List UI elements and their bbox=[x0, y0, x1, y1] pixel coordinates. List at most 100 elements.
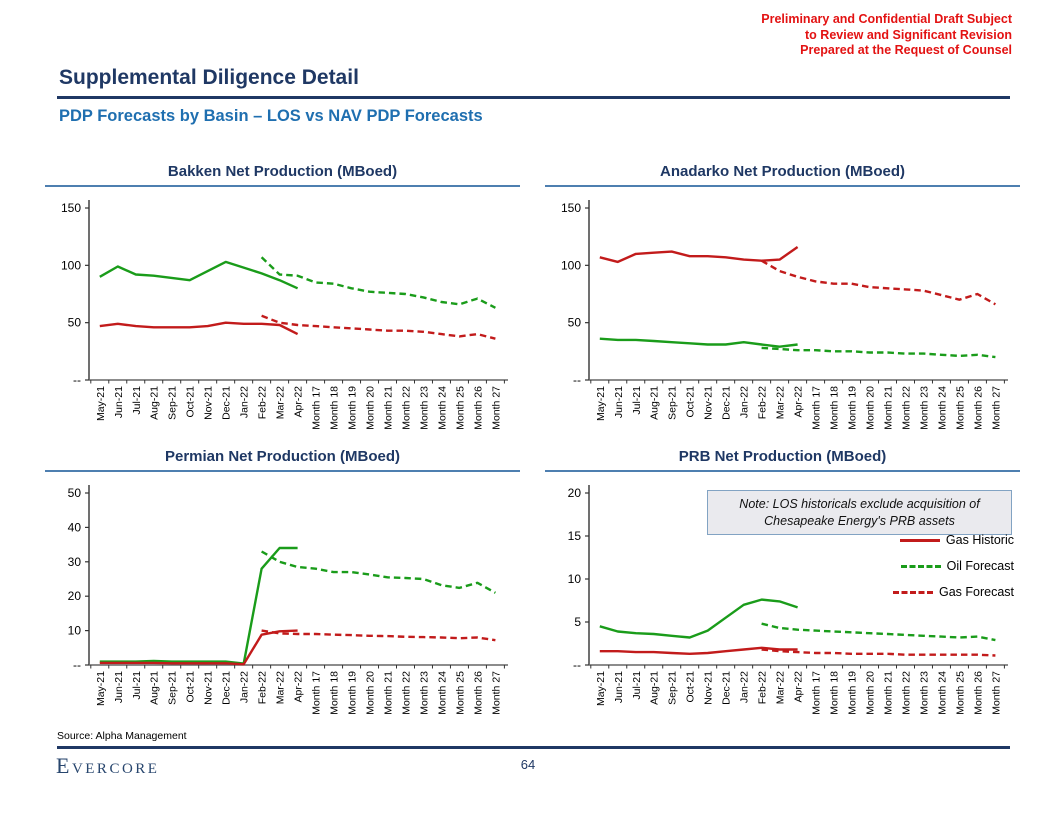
svg-text:Jun-21: Jun-21 bbox=[113, 386, 125, 418]
svg-text:Month 17: Month 17 bbox=[811, 671, 823, 715]
legend-label-gas-historic: Gas Historic bbox=[945, 533, 1014, 547]
svg-text:Month 22: Month 22 bbox=[900, 671, 912, 715]
svg-text:Feb-22: Feb-22 bbox=[757, 386, 769, 419]
svg-text:Month 22: Month 22 bbox=[900, 386, 912, 430]
chart-anadarko: Anadarko Net Production (MBoed) 150 100 50… bbox=[545, 158, 1020, 440]
svg-text:Month 18: Month 18 bbox=[829, 671, 841, 715]
chart-legend: Gas Historic Oil Forecast Gas Forecast bbox=[892, 533, 1014, 611]
gas-historic-line-sample bbox=[899, 538, 940, 542]
svg-text:Sep-21: Sep-21 bbox=[167, 386, 179, 420]
svg-text:Sep-21: Sep-21 bbox=[667, 671, 679, 705]
chart-canvas-bakken: 150 100 50 -- May-21 Jun-21 Jul-21 Aug-21 Sep-21… bbox=[61, 200, 508, 430]
svg-text:Month 22: Month 22 bbox=[400, 671, 412, 715]
svg-text:May-21: May-21 bbox=[595, 386, 607, 421]
svg-text:Month 21: Month 21 bbox=[383, 386, 395, 430]
legend-item-gas-forecast: Gas Forecast bbox=[892, 585, 1014, 599]
legend-item-oil-forecast: Oil Forecast bbox=[893, 559, 1014, 573]
svg-text:Month 17: Month 17 bbox=[311, 386, 323, 430]
page-title: Supplemental Diligence Detail bbox=[59, 66, 359, 89]
svg-text:Month 27: Month 27 bbox=[490, 386, 502, 430]
svg-text:Month 23: Month 23 bbox=[418, 386, 430, 430]
svg-text:10: 10 bbox=[568, 572, 582, 586]
svg-text:Jul-21: Jul-21 bbox=[131, 386, 143, 415]
svg-text:Oct-21: Oct-21 bbox=[185, 671, 197, 703]
svg-text:Jun-21: Jun-21 bbox=[113, 671, 125, 703]
svg-text:Jun-21: Jun-21 bbox=[613, 671, 625, 703]
chart-canvas-anadarko: 150 100 50 -- May-21 Jun-21 Jul-21 Aug-21 Sep-21… bbox=[561, 200, 1008, 430]
svg-text:Nov-21: Nov-21 bbox=[703, 386, 715, 420]
chart-title-prb: PRB Net Production (MBoed) bbox=[545, 448, 1020, 472]
svg-text:5: 5 bbox=[574, 615, 581, 629]
svg-text:100: 100 bbox=[561, 258, 581, 272]
svg-text:Jul-21: Jul-21 bbox=[631, 386, 643, 415]
confidentiality-warning: Preliminary and Confidential Draft Subje… bbox=[761, 12, 1012, 59]
svg-text:Month 17: Month 17 bbox=[811, 386, 823, 430]
svg-text:50: 50 bbox=[568, 316, 582, 330]
svg-text:30: 30 bbox=[68, 555, 82, 569]
svg-text:Month 27: Month 27 bbox=[990, 386, 1002, 430]
svg-text:Apr-22: Apr-22 bbox=[293, 386, 305, 418]
svg-text:Aug-21: Aug-21 bbox=[649, 386, 661, 420]
svg-text:Month 24: Month 24 bbox=[436, 671, 448, 715]
svg-text:Month 25: Month 25 bbox=[954, 386, 966, 430]
svg-text:Month 20: Month 20 bbox=[865, 671, 877, 715]
svg-text:--: -- bbox=[73, 658, 81, 672]
svg-text:Month 23: Month 23 bbox=[418, 671, 430, 715]
svg-text:Month 23: Month 23 bbox=[918, 386, 930, 430]
svg-text:Dec-21: Dec-21 bbox=[221, 386, 233, 420]
svg-text:--: -- bbox=[573, 373, 581, 387]
gas-forecast-line-sample bbox=[892, 590, 933, 594]
chart-prb: PRB Net Production (MBoed) Note: LOS his… bbox=[545, 443, 1020, 725]
svg-text:Sep-21: Sep-21 bbox=[667, 386, 679, 420]
svg-text:Nov-21: Nov-21 bbox=[203, 386, 215, 420]
svg-text:Month 21: Month 21 bbox=[883, 386, 895, 430]
svg-text:Apr-22: Apr-22 bbox=[293, 671, 305, 703]
chart-canvas-prb: 20 15 10 5 -- May-21 Jun-21 Jul-21 Aug-21 Sep-21 O… bbox=[568, 485, 1008, 715]
svg-text:150: 150 bbox=[561, 201, 581, 215]
svg-text:Month 19: Month 19 bbox=[847, 386, 859, 430]
svg-text:Apr-22: Apr-22 bbox=[793, 671, 805, 703]
page-subtitle: PDP Forecasts by Basin – LOS vs NAV PDP … bbox=[59, 107, 483, 125]
svg-text:Mar-22: Mar-22 bbox=[775, 386, 787, 419]
svg-text:May-21: May-21 bbox=[95, 671, 107, 706]
svg-text:50: 50 bbox=[68, 316, 82, 330]
svg-text:Jan-22: Jan-22 bbox=[239, 386, 251, 418]
svg-text:May-21: May-21 bbox=[95, 386, 107, 421]
svg-text:Dec-21: Dec-21 bbox=[221, 671, 233, 705]
title-divider bbox=[57, 96, 1010, 99]
svg-text:Aug-21: Aug-21 bbox=[149, 671, 161, 705]
svg-text:Month 24: Month 24 bbox=[936, 386, 948, 430]
svg-text:--: -- bbox=[73, 373, 81, 387]
legend-item-gas-historic: Gas Historic bbox=[893, 533, 1014, 547]
svg-text:Month 27: Month 27 bbox=[490, 671, 502, 715]
svg-text:Jan-22: Jan-22 bbox=[239, 671, 251, 703]
svg-text:Month 26: Month 26 bbox=[472, 671, 484, 715]
svg-text:Nov-21: Nov-21 bbox=[703, 671, 715, 705]
svg-text:Month 26: Month 26 bbox=[972, 671, 984, 715]
svg-text:Month 20: Month 20 bbox=[365, 671, 377, 715]
svg-text:40: 40 bbox=[68, 520, 82, 534]
svg-text:Month 23: Month 23 bbox=[918, 671, 930, 715]
svg-text:Month 17: Month 17 bbox=[311, 671, 323, 715]
svg-text:Aug-21: Aug-21 bbox=[649, 671, 661, 705]
svg-text:Month 24: Month 24 bbox=[436, 386, 448, 430]
svg-text:Dec-21: Dec-21 bbox=[721, 386, 733, 420]
svg-text:Jan-22: Jan-22 bbox=[739, 671, 751, 703]
svg-text:Oct-21: Oct-21 bbox=[685, 671, 697, 703]
confidentiality-warning-line: Prepared at the Request of Counsel bbox=[800, 43, 1012, 57]
chart-title-permian: Permian Net Production (MBoed) bbox=[45, 448, 520, 472]
svg-text:Jul-21: Jul-21 bbox=[131, 671, 143, 700]
svg-text:Month 26: Month 26 bbox=[972, 386, 984, 430]
chart-bakken: Bakken Net Production (MBoed) 150 100 50 --… bbox=[45, 158, 520, 440]
svg-text:Jul-21: Jul-21 bbox=[631, 671, 643, 700]
chart-title-bakken: Bakken Net Production (MBoed) bbox=[45, 163, 520, 187]
svg-text:Month 19: Month 19 bbox=[347, 671, 359, 715]
svg-text:Jan-22: Jan-22 bbox=[739, 386, 751, 418]
svg-text:Month 22: Month 22 bbox=[400, 386, 412, 430]
svg-text:Mar-22: Mar-22 bbox=[275, 671, 287, 704]
page-number: 64 bbox=[520, 757, 536, 772]
svg-text:Feb-22: Feb-22 bbox=[257, 386, 269, 419]
svg-text:Dec-21: Dec-21 bbox=[721, 671, 733, 705]
confidentiality-warning-line: to Review and Significant Revision bbox=[805, 27, 1012, 42]
